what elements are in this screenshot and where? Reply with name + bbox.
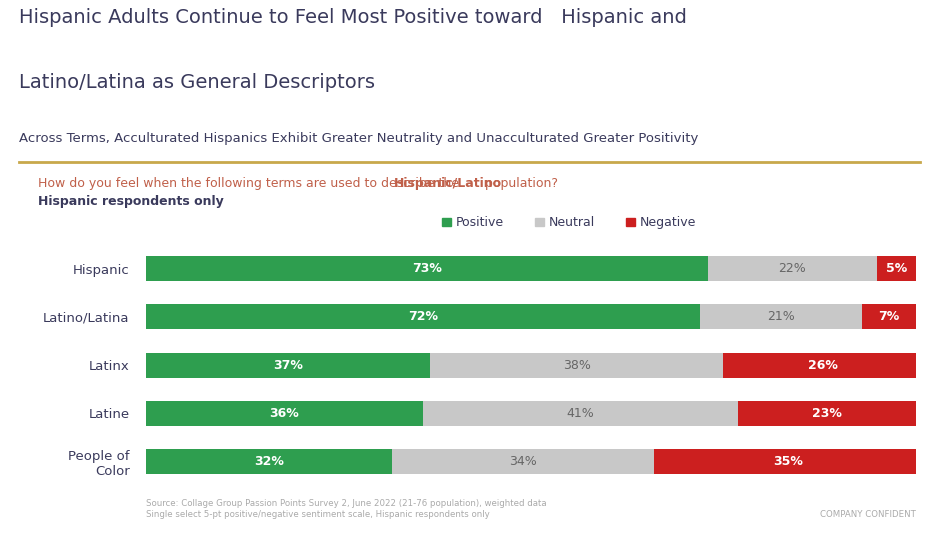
Text: How do you feel when the following terms are used to describe the: How do you feel when the following terms…	[38, 177, 463, 190]
Text: Hispanic/Latino: Hispanic/Latino	[394, 177, 502, 190]
Bar	[708, 256, 877, 281]
Text: 5%: 5%	[885, 262, 907, 275]
Bar	[700, 305, 862, 329]
Text: 32%: 32%	[254, 455, 284, 468]
Legend: Positive, Neutral, Negative: Positive, Neutral, Negative	[441, 216, 697, 230]
Bar	[423, 401, 738, 426]
Text: 23%: 23%	[812, 407, 842, 420]
Bar	[146, 353, 430, 378]
Text: COMPANY CONFIDENT: COMPANY CONFIDENT	[820, 509, 916, 519]
Bar	[392, 449, 654, 474]
Text: 26%: 26%	[808, 358, 839, 372]
Bar	[862, 305, 916, 329]
Bar	[146, 401, 423, 426]
Text: 7%: 7%	[878, 310, 900, 323]
Text: 41%: 41%	[567, 407, 594, 420]
Text: 38%: 38%	[562, 358, 591, 372]
Text: Latino/Latina as General Descriptors: Latino/Latina as General Descriptors	[19, 73, 375, 92]
Text: 21%: 21%	[767, 310, 794, 323]
Text: 35%: 35%	[774, 455, 804, 468]
Text: 37%: 37%	[273, 358, 303, 372]
Text: 36%: 36%	[269, 407, 299, 420]
Text: 34%: 34%	[509, 455, 537, 468]
Bar	[723, 353, 923, 378]
Text: Hispanic Adults Continue to Feel Most Positive toward   Hispanic and: Hispanic Adults Continue to Feel Most Po…	[19, 8, 686, 27]
Bar	[146, 256, 708, 281]
Bar	[430, 353, 723, 378]
Bar	[146, 449, 392, 474]
Text: 73%: 73%	[411, 262, 441, 275]
Text: 22%: 22%	[778, 262, 807, 275]
Text: Hispanic respondents only: Hispanic respondents only	[38, 195, 223, 208]
Text: Across Terms, Acculturated Hispanics Exhibit Greater Neutrality and Unacculturat: Across Terms, Acculturated Hispanics Exh…	[19, 132, 699, 145]
Text: 72%: 72%	[408, 310, 438, 323]
Text: population?: population?	[482, 177, 559, 190]
Bar	[877, 256, 916, 281]
Bar	[146, 305, 700, 329]
Bar	[738, 401, 916, 426]
Bar	[654, 449, 923, 474]
Text: Source: Collage Group Passion Points Survey 2, June 2022 (21-76 population), wei: Source: Collage Group Passion Points Sur…	[146, 499, 546, 519]
